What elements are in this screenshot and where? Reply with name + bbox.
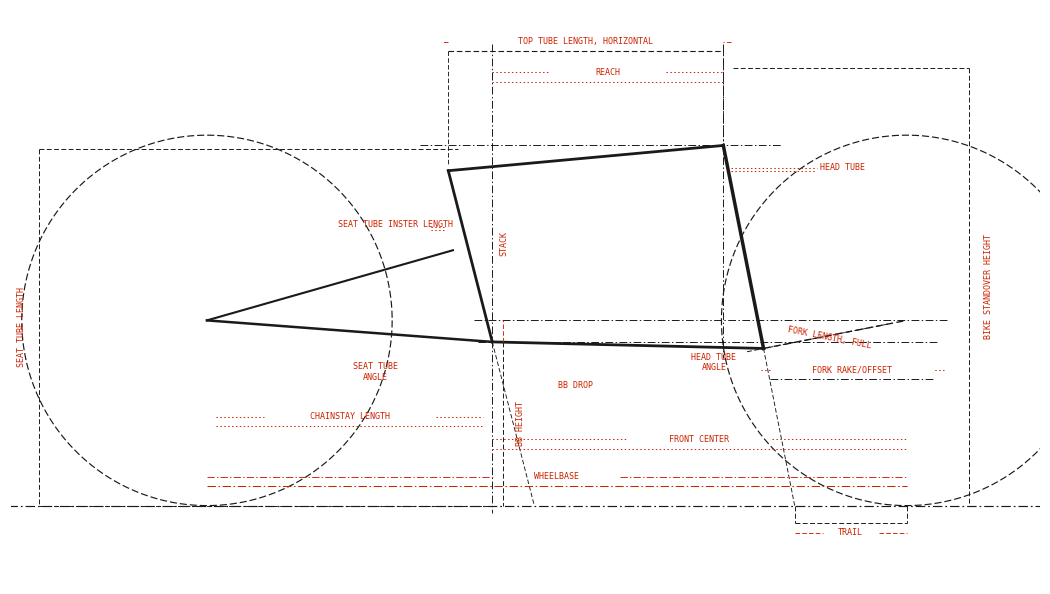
Text: BIKE STANDOVER HEIGHT: BIKE STANDOVER HEIGHT bbox=[984, 234, 992, 339]
Text: CHAINSTAY LENGTH: CHAINSTAY LENGTH bbox=[310, 412, 390, 421]
Text: HEAD TUBE
ANGLE: HEAD TUBE ANGLE bbox=[692, 353, 736, 372]
Text: STACK: STACK bbox=[499, 231, 508, 256]
Text: SEAT TUBE LENGTH: SEAT TUBE LENGTH bbox=[17, 287, 26, 368]
Text: WHEELBASE: WHEELBASE bbox=[534, 472, 580, 481]
Text: TRAIL: TRAIL bbox=[838, 528, 863, 537]
Text: SEAT TUBE INSTER LENGTH: SEAT TUBE INSTER LENGTH bbox=[338, 220, 453, 229]
Text: SEAT TUBE
ANGLE: SEAT TUBE ANGLE bbox=[353, 362, 398, 381]
Text: REACH: REACH bbox=[595, 68, 621, 77]
Text: BB HEIGHT: BB HEIGHT bbox=[516, 402, 525, 446]
Text: FRONT CENTER: FRONT CENTER bbox=[670, 435, 730, 444]
Text: FORK LENGTH, FULL: FORK LENGTH, FULL bbox=[788, 325, 873, 350]
Text: BB DROP: BB DROP bbox=[558, 381, 593, 390]
Text: HEAD TUBE: HEAD TUBE bbox=[820, 163, 864, 172]
Text: FORK RAKE/OFFSET: FORK RAKE/OFFSET bbox=[813, 365, 892, 374]
Text: TOP TUBE LENGTH, HORIZONTAL: TOP TUBE LENGTH, HORIZONTAL bbox=[519, 37, 653, 46]
